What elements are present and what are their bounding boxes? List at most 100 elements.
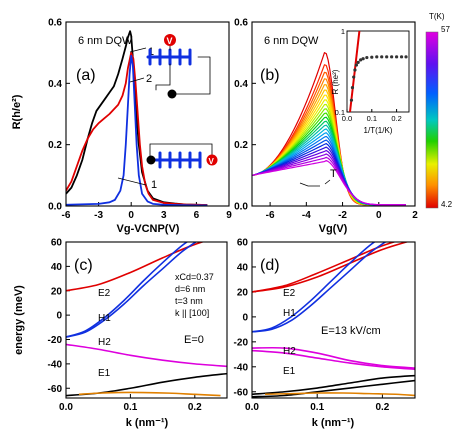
series-group xyxy=(348,31,408,112)
device-schematic-icon: V xyxy=(146,34,211,99)
inset-data-point xyxy=(350,86,355,90)
y-tick-label: 0.2 xyxy=(48,140,62,151)
panel-label: (b) xyxy=(260,67,280,84)
band-E1 xyxy=(252,374,415,396)
x-tick-label: 0.0 xyxy=(59,402,73,413)
y-tick-label: 0.0 xyxy=(234,202,248,213)
y-axis-label: energy (meV) xyxy=(13,285,25,355)
inset-data-point xyxy=(352,75,356,79)
y-tick-label: 40 xyxy=(237,262,249,273)
tick-group: -6 -4 -2 0 2 0.0 0.2 0.4 0.6 xyxy=(234,18,418,222)
inset-data-point xyxy=(349,98,354,102)
band-H1 xyxy=(66,242,189,338)
band-label-E2: E2 xyxy=(283,288,296,299)
annotation: 6 nm DQW xyxy=(264,35,319,47)
band-label-H2: H2 xyxy=(98,337,111,348)
band-H2b xyxy=(252,349,415,371)
y-tick-label: 0.0 xyxy=(48,202,62,213)
leader-line xyxy=(129,47,147,53)
inset-data-point xyxy=(375,55,379,59)
y-axis-label: R(h/e²) xyxy=(11,94,23,129)
x-tick-label: 6 xyxy=(194,210,200,221)
inset-y-tick-label: 1 xyxy=(341,27,345,36)
inset-data-point xyxy=(390,55,394,59)
plot-frame xyxy=(65,241,228,399)
plot-frame xyxy=(251,21,416,207)
param-line: xCd=0.37 xyxy=(175,272,214,282)
x-tick-label: 0.1 xyxy=(123,402,137,413)
plot-frame xyxy=(65,21,230,207)
annotation: 6 nm DQW xyxy=(78,35,133,47)
y-tick-label: 60 xyxy=(237,238,249,249)
tick-group: -6 -3 0 3 6 9 0.0 0.2 0.4 0.6 xyxy=(48,18,232,222)
band-E2b xyxy=(252,242,410,293)
y-tick-label: 0 xyxy=(56,311,62,322)
band-H1 xyxy=(252,242,376,333)
series-line-1 xyxy=(66,51,208,206)
inset-data-point xyxy=(356,60,360,64)
x-tick-label: -4 xyxy=(302,210,311,221)
legend-max: 57 xyxy=(441,25,450,34)
series-line-2 xyxy=(66,54,208,206)
x-tick-label: 3 xyxy=(161,210,167,221)
x-axis-label: Vg-VCNP(V) xyxy=(117,223,180,235)
series-group xyxy=(66,30,208,206)
x-tick-label: 0.1 xyxy=(310,402,324,413)
x-tick-label: -2 xyxy=(338,210,347,221)
band-E1b xyxy=(252,379,415,398)
device-schematic-icon: V xyxy=(146,143,218,169)
y-tick-label: 0.6 xyxy=(234,18,248,29)
inset-x-label: 1/T(1/K) xyxy=(364,126,393,135)
y-tick-label: 0.2 xyxy=(234,140,248,151)
band-L xyxy=(265,392,415,397)
x-tick-label: 0.0 xyxy=(245,402,259,413)
legend-title: T(K) xyxy=(429,12,445,21)
inset-data-point xyxy=(399,55,404,59)
inset-data-point xyxy=(404,55,408,59)
inset-data-point xyxy=(365,55,369,60)
band-label-E1: E1 xyxy=(98,368,111,379)
x-axis-label: k (nm⁻¹) xyxy=(126,417,169,429)
x-tick-label: 2 xyxy=(412,210,418,221)
x-tick-label: 0.2 xyxy=(375,402,389,413)
temperature-arrow xyxy=(299,179,331,187)
inset-data-point xyxy=(353,68,357,72)
inset-data-point xyxy=(380,55,384,59)
inset-data-point xyxy=(370,55,374,59)
field-label: E=0 xyxy=(184,334,204,346)
band-E2 xyxy=(66,242,205,292)
inset-data-point xyxy=(359,58,363,62)
inset-y-label: R (he²) xyxy=(331,69,340,94)
x-tick-label: -3 xyxy=(94,210,103,221)
y-tick-label: -20 xyxy=(234,337,249,348)
y-tick-label: 0.4 xyxy=(48,79,62,90)
inset: 0.0 0.1 0.210.1 R (he²) 1/T(1/K) xyxy=(331,27,410,135)
inset-x-tick-label: 0.2 xyxy=(391,114,401,123)
panel-a: R(h/e²) -6 -3 0 3 6 9 0.0 0.2 0.4 0.6 (a) 6 nm DQ… xyxy=(11,18,232,236)
x-tick-label: 0 xyxy=(376,210,382,221)
y-tick-label: -20 xyxy=(48,335,63,346)
y-tick-label: -60 xyxy=(234,387,249,398)
panel-label: (a) xyxy=(76,67,96,84)
svg-text:V: V xyxy=(167,36,173,46)
leader-line xyxy=(117,177,147,186)
y-tick-label: 20 xyxy=(51,286,63,297)
tick-group: 0.0 0.1 0.2 60 40 20 0 -20 -40 -60 xyxy=(48,238,203,414)
tick-group: 0.0 0.1 0.210.1 xyxy=(335,27,402,123)
series-group xyxy=(66,242,227,397)
y-tick-label: -40 xyxy=(48,359,63,370)
param-line: t=3 nm xyxy=(175,296,203,306)
panel-label: (d) xyxy=(260,257,280,274)
series-line-0 xyxy=(66,30,208,206)
band-label-E1: E1 xyxy=(283,366,296,377)
panel-c: energy (meV) 0.0 0.1 0.2 60 40 20 0 -20 -40 -60 (… xyxy=(13,238,228,429)
param-line: k || [100] xyxy=(175,308,209,318)
band-L xyxy=(78,391,221,397)
band-H1b xyxy=(252,242,387,333)
y-tick-label: 0.6 xyxy=(48,18,62,29)
curve-label-3: 1 xyxy=(151,179,157,191)
band-H2 xyxy=(66,343,227,368)
tick-group: 0.0 0.1 0.2 60 40 20 0 -20 -40 -60 xyxy=(234,238,390,414)
temperature-curve-8 xyxy=(252,103,406,206)
